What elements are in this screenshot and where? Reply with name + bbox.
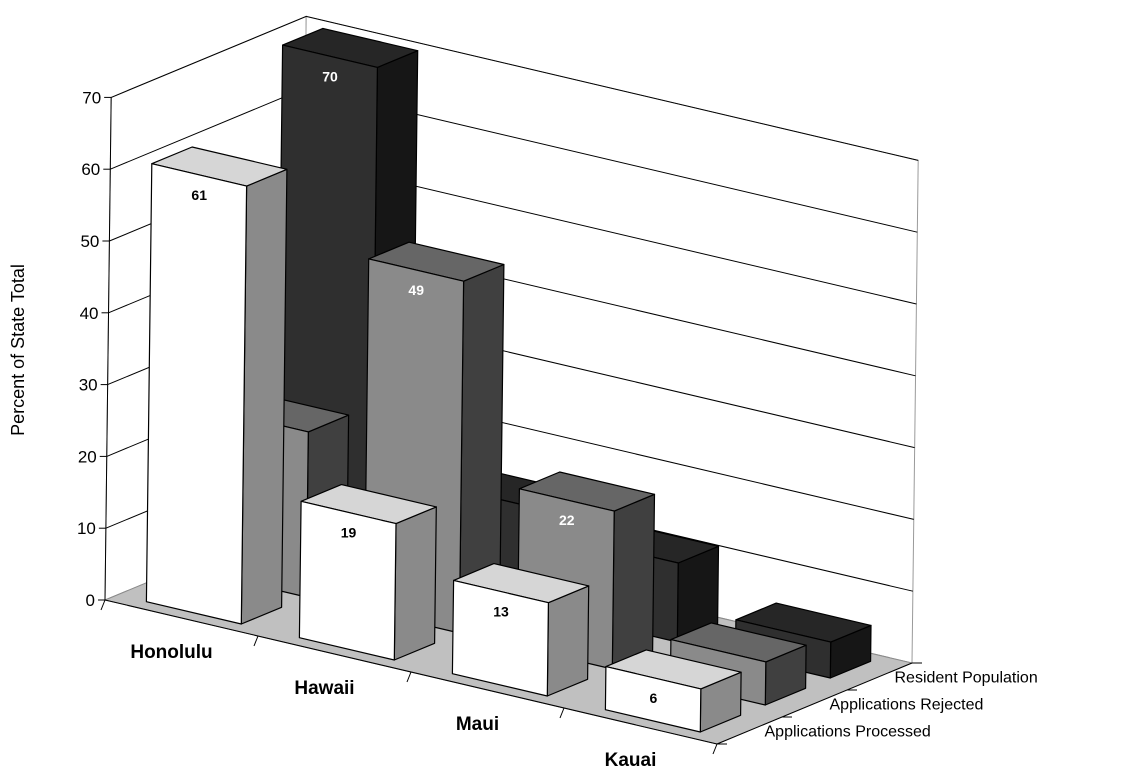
category-tick-2 (406, 671, 412, 683)
y-tick-label-30: 30 (79, 376, 98, 395)
y-tick-label-40: 40 (80, 304, 99, 323)
bar-side-1-2 (611, 493, 656, 670)
category-tick-4 (712, 743, 718, 755)
data-label-0-0: 61 (191, 187, 207, 203)
bar-0-2: 13 (451, 562, 590, 697)
y-tick-label-60: 60 (81, 160, 100, 179)
axes (98, 96, 922, 755)
data-label-0-1: 19 (341, 525, 357, 541)
y-tick-label-0: 0 (86, 591, 95, 610)
bar-front-0-0 (145, 163, 248, 625)
gridline-70 (111, 15, 919, 161)
category-label-1: Hawaii (294, 678, 354, 699)
y-axis-line (104, 97, 112, 601)
category-label-3: Kauai (605, 750, 657, 771)
category-tick-0 (100, 599, 106, 611)
y-tick-label-20: 20 (78, 447, 97, 466)
data-label-0-2: 13 (493, 604, 509, 620)
data-label-1-2: 22 (559, 512, 575, 528)
bar-front-0-2 (451, 579, 550, 697)
category-tick-1 (253, 635, 259, 647)
series-axis-line (716, 662, 913, 745)
data-label-2-0: 70 (322, 68, 338, 84)
bar-0-3: 6 (604, 649, 742, 733)
bar-side-0-2 (546, 585, 590, 697)
bars: 701411523492266119136 (145, 27, 872, 733)
data-label-1-1: 49 (408, 282, 424, 298)
series-label-2: Resident Population (895, 670, 1038, 687)
series-label-0: Applications Processed (765, 724, 931, 741)
y-tick-label-50: 50 (80, 232, 99, 251)
bar-0-0: 61 (145, 146, 288, 625)
series-label-1: Applications Rejected (830, 697, 984, 714)
y-axis-title: Percent of State Total (8, 264, 28, 436)
category-label-0: Honolulu (130, 642, 212, 663)
bar-side-0-0 (240, 168, 288, 625)
bar-front-0-3 (604, 665, 702, 733)
data-label-0-3: 6 (650, 690, 658, 706)
labels: Percent of State Total 0 10 20 30 40 50 60 70 Ho… (8, 88, 1038, 771)
category-label-2: Maui (456, 714, 499, 735)
bar-0-1: 19 (298, 484, 437, 661)
category-tick-3 (559, 707, 565, 719)
y-tick-label-10: 10 (77, 519, 96, 538)
y-tick-label-70: 70 (82, 88, 101, 107)
bar-side-0-1 (393, 506, 437, 661)
bar-front-0-1 (298, 500, 397, 661)
